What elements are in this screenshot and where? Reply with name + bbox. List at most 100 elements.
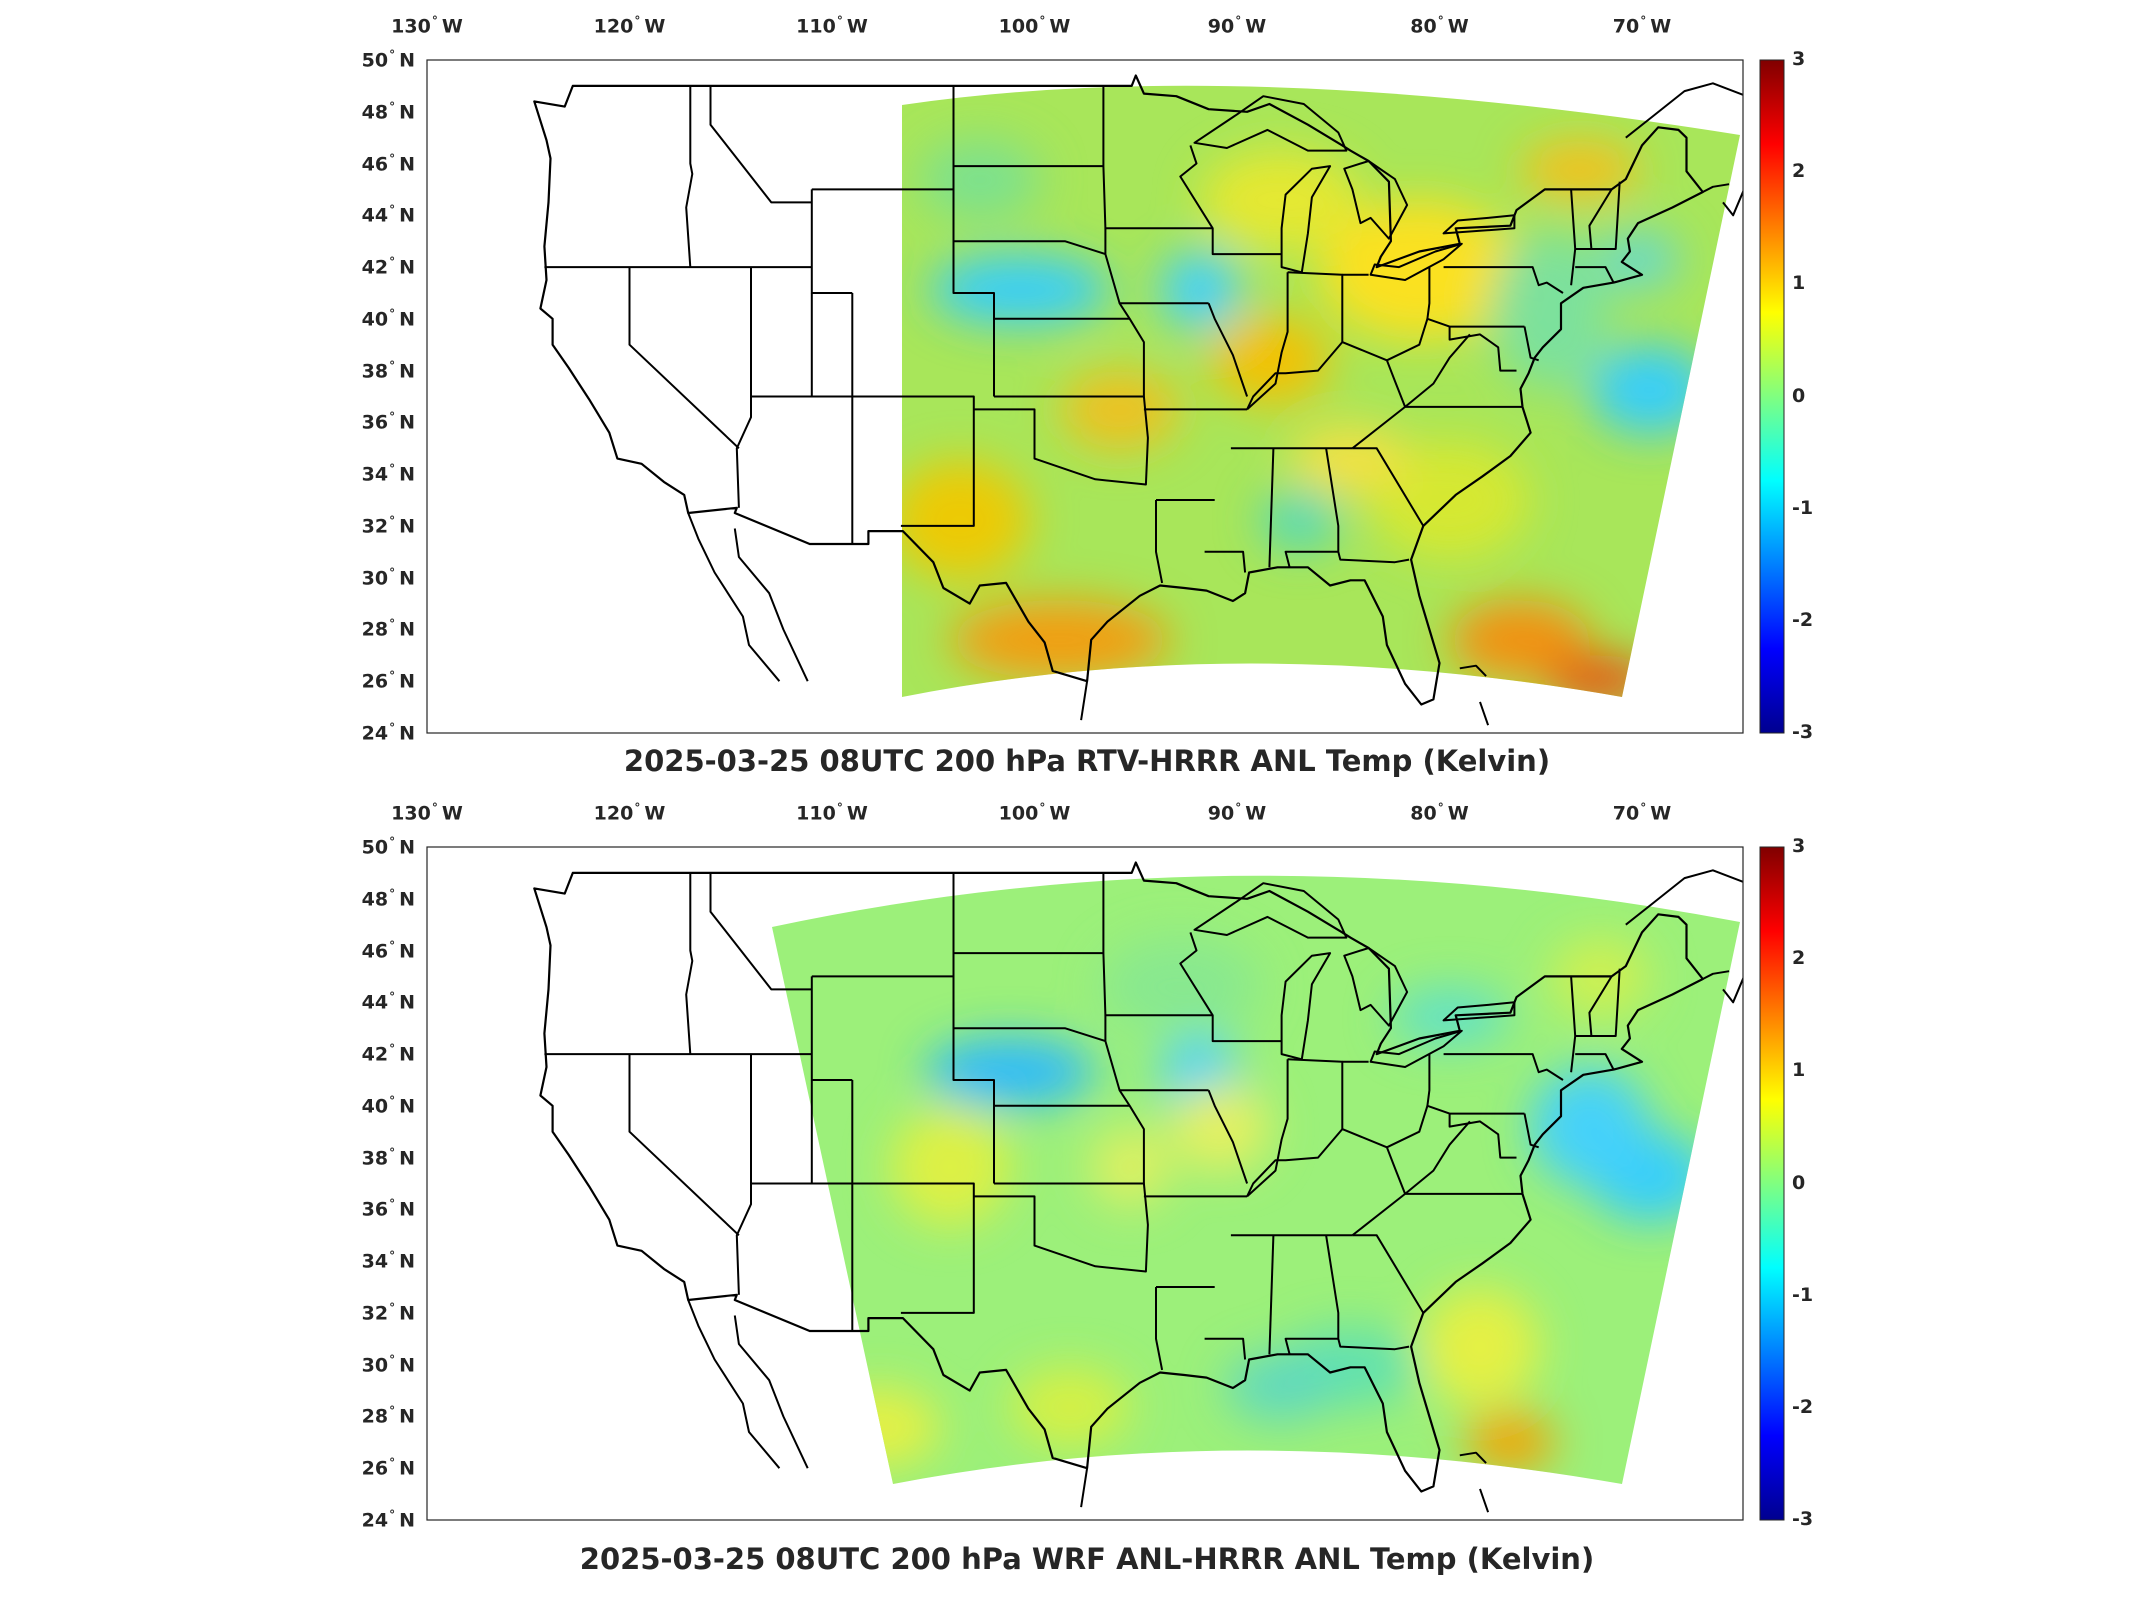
great-lake-outline [1369,1029,1463,1068]
lat-tick-label: 28° N [361,617,415,641]
colorbar-tick-label: 3 [1792,48,1806,70]
lon-tick-label: 90° W [1207,14,1267,38]
state-border [1325,1235,1410,1351]
lon-tick-label: 120° W [593,801,666,825]
lat-tick-label: 50° N [361,835,415,859]
colorbar-tick-label: -3 [1792,721,1814,743]
state-border [1448,1113,1517,1159]
lat-tick-label: 36° N [361,410,415,434]
state-border [953,240,1106,256]
great-lake-outline [1193,95,1348,152]
state-border [953,1027,1106,1043]
state-border [1204,1337,1247,1360]
state-border [1179,932,1282,1043]
lat-tick-label: 50° N [361,48,415,72]
state-border [1588,975,1613,1037]
lat-tick-label: 24° N [361,1508,415,1532]
shoreline [687,1299,781,1469]
temperature-anomaly-field [772,875,1740,1484]
great-lake-outline [1442,1001,1516,1022]
colorbar-tick-label: -1 [1792,1283,1814,1306]
us-coastline [533,861,1704,1493]
state-border [1104,228,1145,397]
colorbar-tick-label: 1 [1792,1059,1806,1082]
lat-tick-label: 24° N [361,721,415,745]
state-border [810,189,853,294]
state-border [1246,341,1407,410]
state-border [1246,1128,1407,1197]
state-border [1448,326,1517,372]
colorbar-tick-label: -3 [1792,1508,1814,1530]
state-border [811,1182,975,1314]
state-border [952,872,995,1184]
colorbar-tick-label: -2 [1792,608,1814,631]
state-border [1284,1337,1339,1355]
state-border [811,395,975,527]
lat-tick-label: 40° N [361,306,415,331]
state-border [1155,500,1164,584]
lon-tick-label: 110° W [796,14,868,38]
state-border [751,1080,813,1185]
state-border [973,395,1149,486]
lat-tick-label: 42° N [361,255,415,279]
state-border [1443,1053,1564,1081]
lat-tick-label: 48° N [361,99,415,124]
state-border [1523,326,1540,362]
great-lake-outline [1343,160,1409,240]
state-border [751,293,813,398]
shoreline [733,1315,809,1469]
lat-tick-label: 34° N [361,1249,415,1273]
lat-tick-label: 30° N [361,565,415,590]
state-border [1104,1015,1145,1184]
state-border [709,872,812,991]
colorbar-tick-label: 2 [1792,160,1806,183]
lat-tick-label: 44° N [361,990,415,1014]
lat-tick-label: 32° N [361,1300,415,1325]
state-border [628,267,740,450]
lon-tick-label: 70° W [1612,801,1672,825]
shoreline [1702,183,1730,193]
shoreline [1080,1468,1089,1508]
map-svg-wrf [426,846,1785,1521]
lat-tick-label: 38° N [361,358,415,382]
shoreline [1459,664,1487,677]
lon-tick-label: 100° W [998,14,1071,38]
colorbar-tick-label: 0 [1792,1171,1806,1194]
shoreline [1625,82,1743,139]
lon-tick-label: 80° W [1410,801,1469,825]
state-border [735,267,752,508]
shoreline [1702,970,1730,980]
state-border [1268,1235,1275,1355]
colorbar-tick-label: 1 [1792,272,1806,295]
shoreline [733,528,809,682]
state-border [685,85,694,268]
lon-tick-label: 80° W [1410,14,1469,38]
state-border [1268,448,1275,568]
great-lake-outline [1343,947,1409,1027]
state-border [735,1054,752,1295]
lon-tick-label: 110° W [796,801,868,825]
lat-tick-label: 48° N [361,886,415,911]
great-lake-outline [1369,242,1463,281]
shoreline [1479,1488,1490,1513]
lat-tick-label: 42° N [361,1042,415,1066]
state-border [1404,333,1471,408]
shoreline [687,512,781,682]
state-border [1207,302,1249,397]
state-border [1179,145,1282,256]
lon-tick-label: 90° W [1207,801,1267,825]
lat-tick-label: 40° N [361,1093,415,1118]
state-border [1102,85,1213,230]
great-lake-outline [1442,214,1516,235]
colorbar [1759,59,1785,734]
lon-tick-label: 130° W [391,14,463,38]
state-border [1575,1053,1615,1071]
map-panel-rtv: 2025-03-25 08UTC 200 hPa RTV-HRRR ANL Te… [361,14,1814,778]
state-border [1204,550,1247,573]
state-border [1386,1105,1429,1149]
great-lake-outline [1280,165,1332,274]
shoreline [1479,701,1490,726]
state-border [973,1182,1149,1273]
state-border [1351,1192,1523,1237]
colorbar-tick-label: 2 [1792,947,1806,970]
